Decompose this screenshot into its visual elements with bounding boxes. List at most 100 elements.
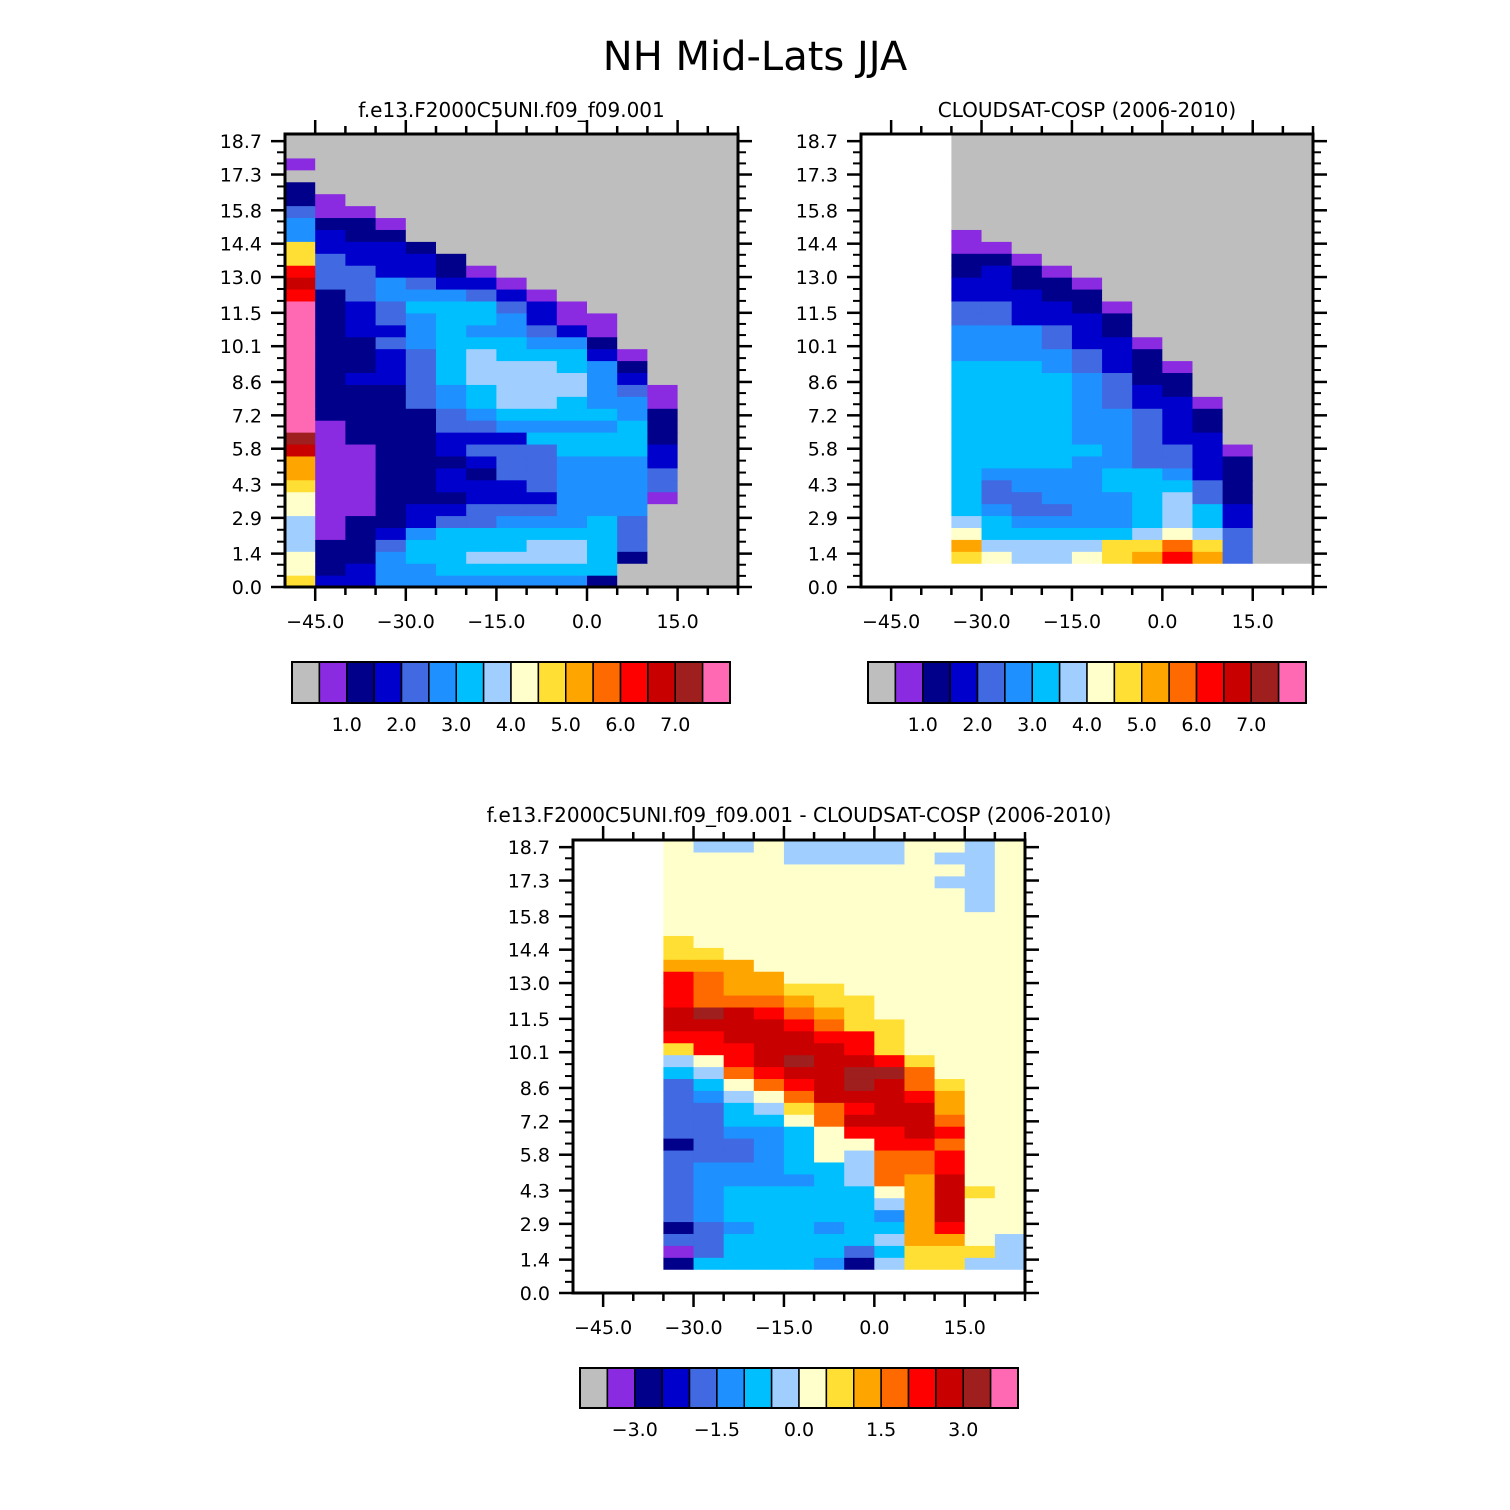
heatmap-cell	[1162, 229, 1194, 242]
heatmap-cell	[315, 443, 346, 457]
heatmap-cell	[981, 396, 1013, 409]
heatmap-cell	[964, 1042, 996, 1056]
heatmap-cell	[904, 1018, 936, 1032]
heatmap-cell	[844, 875, 875, 889]
heatmap-cell	[1102, 217, 1133, 230]
heatmap-cell	[981, 229, 1013, 242]
heatmap-cell	[707, 253, 739, 266]
heatmap-cell	[964, 1173, 996, 1187]
heatmap-cell	[753, 887, 785, 901]
heatmap-cell	[964, 1149, 996, 1163]
heatmap-cell	[981, 288, 1013, 302]
heatmap-cell	[375, 181, 407, 195]
heatmap-cell	[951, 432, 983, 445]
heatmap-cell	[405, 336, 437, 350]
heatmap-cell	[934, 994, 966, 1008]
heatmap-cell	[345, 169, 377, 183]
heatmap-cell	[496, 479, 528, 493]
heatmap-cell	[1162, 443, 1194, 457]
heatmap-cell	[693, 1114, 725, 1127]
heatmap-cell	[375, 348, 407, 362]
heatmap-cell	[677, 288, 709, 302]
heatmap-cell	[693, 1209, 725, 1223]
heatmap-cell	[375, 455, 407, 469]
y-tick-label: 11.5	[508, 1009, 550, 1031]
heatmap-cell	[814, 1102, 845, 1115]
heatmap-cell	[723, 983, 755, 996]
heatmap-cell	[677, 253, 709, 266]
y-tick-label: 2.9	[808, 508, 838, 530]
heatmap-cell	[1252, 324, 1284, 338]
heatmap-cell	[904, 1209, 936, 1223]
heatmap-cell	[1041, 467, 1073, 481]
heatmap-cell	[814, 887, 845, 901]
heatmap-cell	[466, 312, 497, 326]
heatmap-cell	[436, 527, 467, 540]
heatmap-cell	[1071, 288, 1103, 302]
heatmap-cell	[663, 875, 695, 889]
heatmap-cell	[844, 1114, 875, 1127]
heatmap-cell	[345, 467, 377, 481]
heatmap-cell	[1252, 217, 1284, 230]
heatmap-cell	[844, 1173, 875, 1187]
heatmap-cell	[1071, 205, 1103, 219]
heatmap-cell	[617, 384, 648, 397]
heatmap-cell	[496, 134, 528, 147]
heatmap-cell	[723, 1173, 755, 1187]
heatmap-cell	[315, 420, 346, 433]
heatmap-cell	[814, 1078, 845, 1091]
heatmap-cell	[405, 563, 437, 576]
heatmap-cell	[904, 1102, 936, 1115]
heatmap-cell	[405, 134, 437, 147]
heatmap-cell	[1102, 443, 1133, 457]
heatmap-cell	[285, 288, 316, 302]
heatmap-cell	[707, 288, 739, 302]
heatmap-cell	[934, 935, 966, 948]
y-tick-label: 13.0	[220, 267, 262, 289]
heatmap-cell	[647, 467, 679, 481]
heatmap-cell	[874, 1221, 906, 1234]
x-tick-label: −45.0	[574, 1317, 632, 1339]
heatmap-cell	[1071, 384, 1103, 397]
heatmap-cell	[874, 947, 906, 960]
heatmap-cell	[405, 551, 437, 564]
heatmap-cell	[814, 1138, 845, 1151]
heatmap-cell	[1282, 455, 1314, 469]
heatmap-cell	[951, 396, 983, 409]
heatmap-cell	[814, 1257, 845, 1270]
heatmap-cell	[951, 193, 983, 207]
heatmap-cell	[496, 503, 528, 517]
heatmap-cell	[375, 360, 407, 374]
heatmap-cell	[556, 563, 588, 576]
heatmap-cell	[587, 145, 618, 159]
heatmap-cell	[345, 312, 377, 326]
heatmap-cell	[466, 432, 497, 445]
heatmap-cell	[587, 205, 618, 219]
heatmap-cell	[496, 491, 528, 505]
heatmap-cell	[723, 1197, 755, 1211]
heatmap-cell	[345, 205, 377, 219]
heatmap-cell	[814, 899, 845, 913]
heatmap-cell	[496, 539, 528, 552]
heatmap-cell	[1071, 539, 1103, 552]
heatmap-cell	[496, 408, 528, 421]
heatmap-cell	[405, 443, 437, 457]
heatmap-cell	[1102, 229, 1133, 242]
heatmap-cell	[677, 503, 709, 517]
heatmap-cell	[375, 193, 407, 207]
heatmap-cell	[1222, 551, 1254, 564]
heatmap-cell	[874, 1197, 906, 1211]
heatmap-cell	[814, 875, 845, 889]
heatmap-cell	[663, 1161, 695, 1175]
heatmap-cell	[375, 265, 407, 278]
heatmap-cell	[783, 1245, 815, 1258]
heatmap-cell	[617, 300, 648, 314]
heatmap-cell	[723, 1245, 755, 1258]
heatmap-cell	[994, 911, 1026, 925]
heatmap-cell	[844, 994, 875, 1008]
heatmap-cell	[315, 217, 346, 230]
heatmap-cell	[1041, 408, 1073, 421]
heatmap-cell	[556, 467, 588, 481]
heatmap-cell	[647, 241, 679, 254]
heatmap-cell	[964, 1006, 996, 1020]
